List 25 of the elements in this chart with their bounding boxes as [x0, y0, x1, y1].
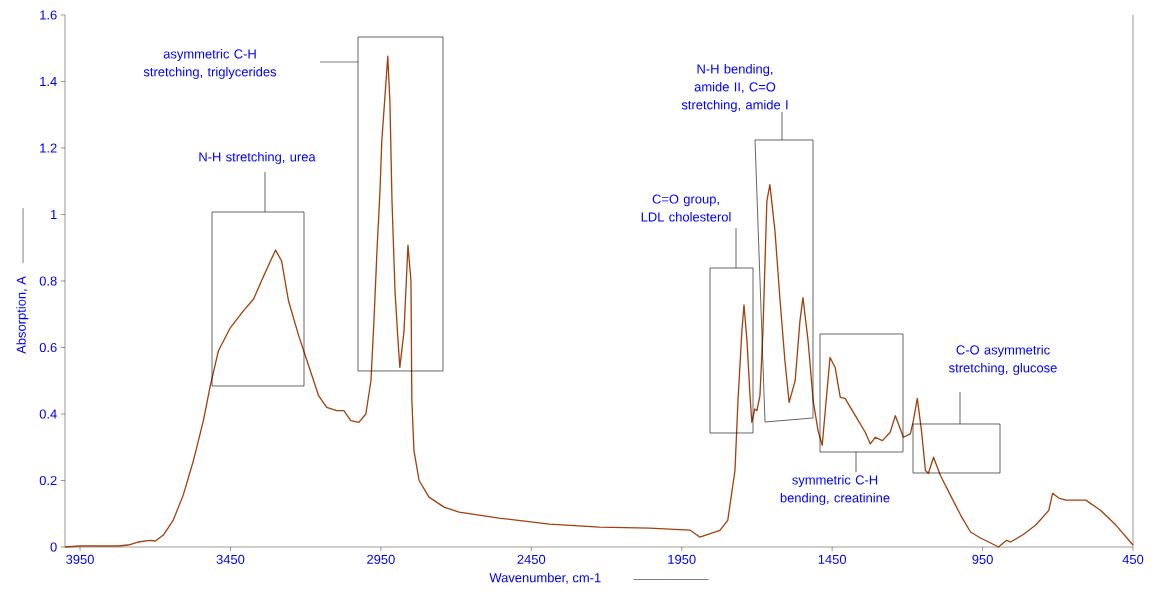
y-tick-label: 1.6	[40, 10, 57, 20]
annotation: N-H stretching, urea	[199, 151, 316, 165]
x-tick-label: 3450	[216, 554, 245, 564]
y-tick-label: 1.4	[40, 77, 57, 86]
y-tick-label: 1	[51, 210, 57, 219]
x-tick-label: 2950	[367, 554, 395, 564]
annotation: asymmetric C-H stretching, triglycerides	[143, 48, 277, 79]
x-tick-label: 450	[1122, 554, 1144, 564]
x-tick-label: 1950	[668, 554, 696, 564]
y-tick-label: 0.6	[39, 342, 57, 353]
x-axis-title: Wavenumber, cm-1	[489, 572, 601, 584]
annotation: symmetric C-H bending, creatinine	[780, 474, 890, 505]
y-tick-label: 0.4	[39, 409, 57, 419]
annotation: C-O asymmetric stretching, glucose	[949, 344, 1057, 375]
y-tick-label: 1.2	[40, 143, 57, 153]
y-tick-label: 0	[50, 542, 57, 552]
annotation: N-H bending, amide II, C=O stretching, amide I	[681, 64, 788, 112]
x-tick-label: 3950	[66, 554, 94, 564]
x-tick-label: 950	[972, 554, 993, 564]
y-tick-label: 0.2	[39, 475, 57, 486]
y-tick-label: 0.8	[39, 276, 57, 286]
y-axis-title: Absorption, A	[16, 276, 29, 354]
annotation: C=O group, LDL cholesterol	[641, 194, 731, 222]
x-tick-label: 1450	[818, 554, 847, 564]
x-tick-label: 2450	[517, 554, 546, 564]
